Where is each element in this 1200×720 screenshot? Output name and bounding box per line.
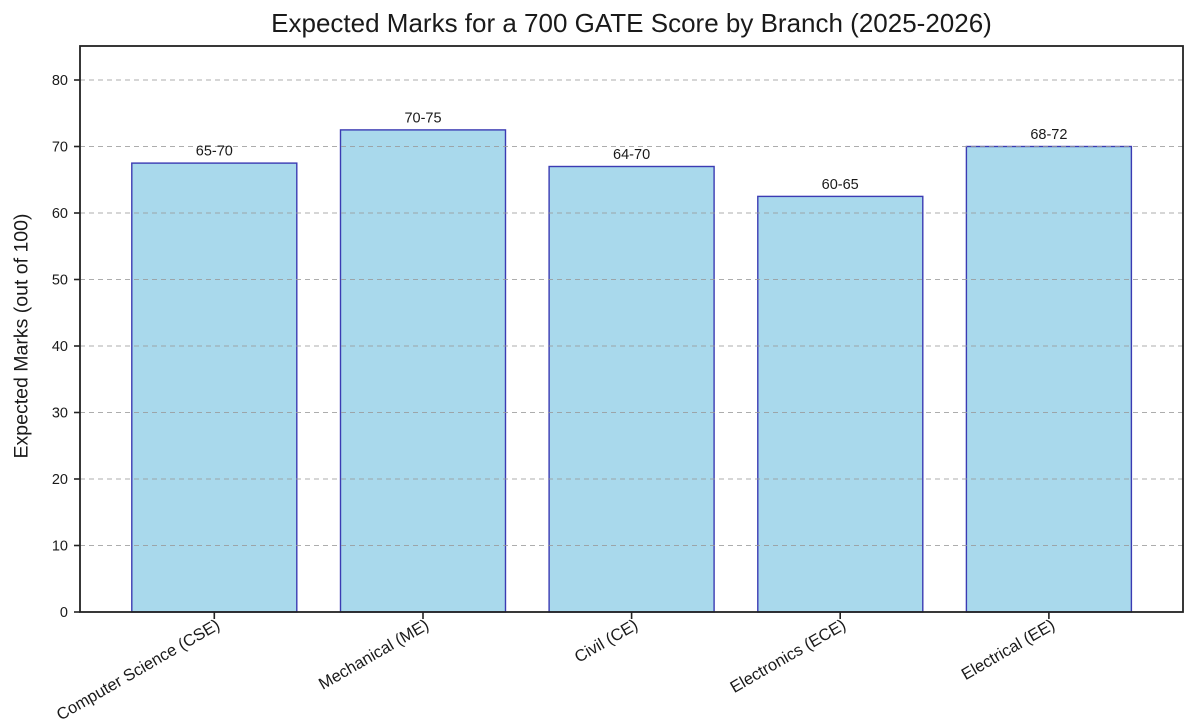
svg-text:40: 40: [52, 339, 68, 355]
svg-text:0: 0: [60, 605, 68, 621]
svg-text:64-70: 64-70: [613, 147, 650, 163]
svg-text:10: 10: [52, 539, 68, 555]
svg-text:65-70: 65-70: [196, 144, 233, 160]
svg-text:70-75: 70-75: [404, 110, 441, 126]
svg-text:60-65: 60-65: [822, 177, 859, 193]
svg-text:20: 20: [52, 472, 68, 488]
svg-text:50: 50: [52, 273, 68, 289]
svg-text:60: 60: [52, 206, 68, 222]
svg-text:68-72: 68-72: [1030, 127, 1067, 143]
svg-text:70: 70: [52, 140, 68, 156]
svg-text:30: 30: [52, 406, 68, 422]
svg-text:80: 80: [52, 73, 68, 89]
